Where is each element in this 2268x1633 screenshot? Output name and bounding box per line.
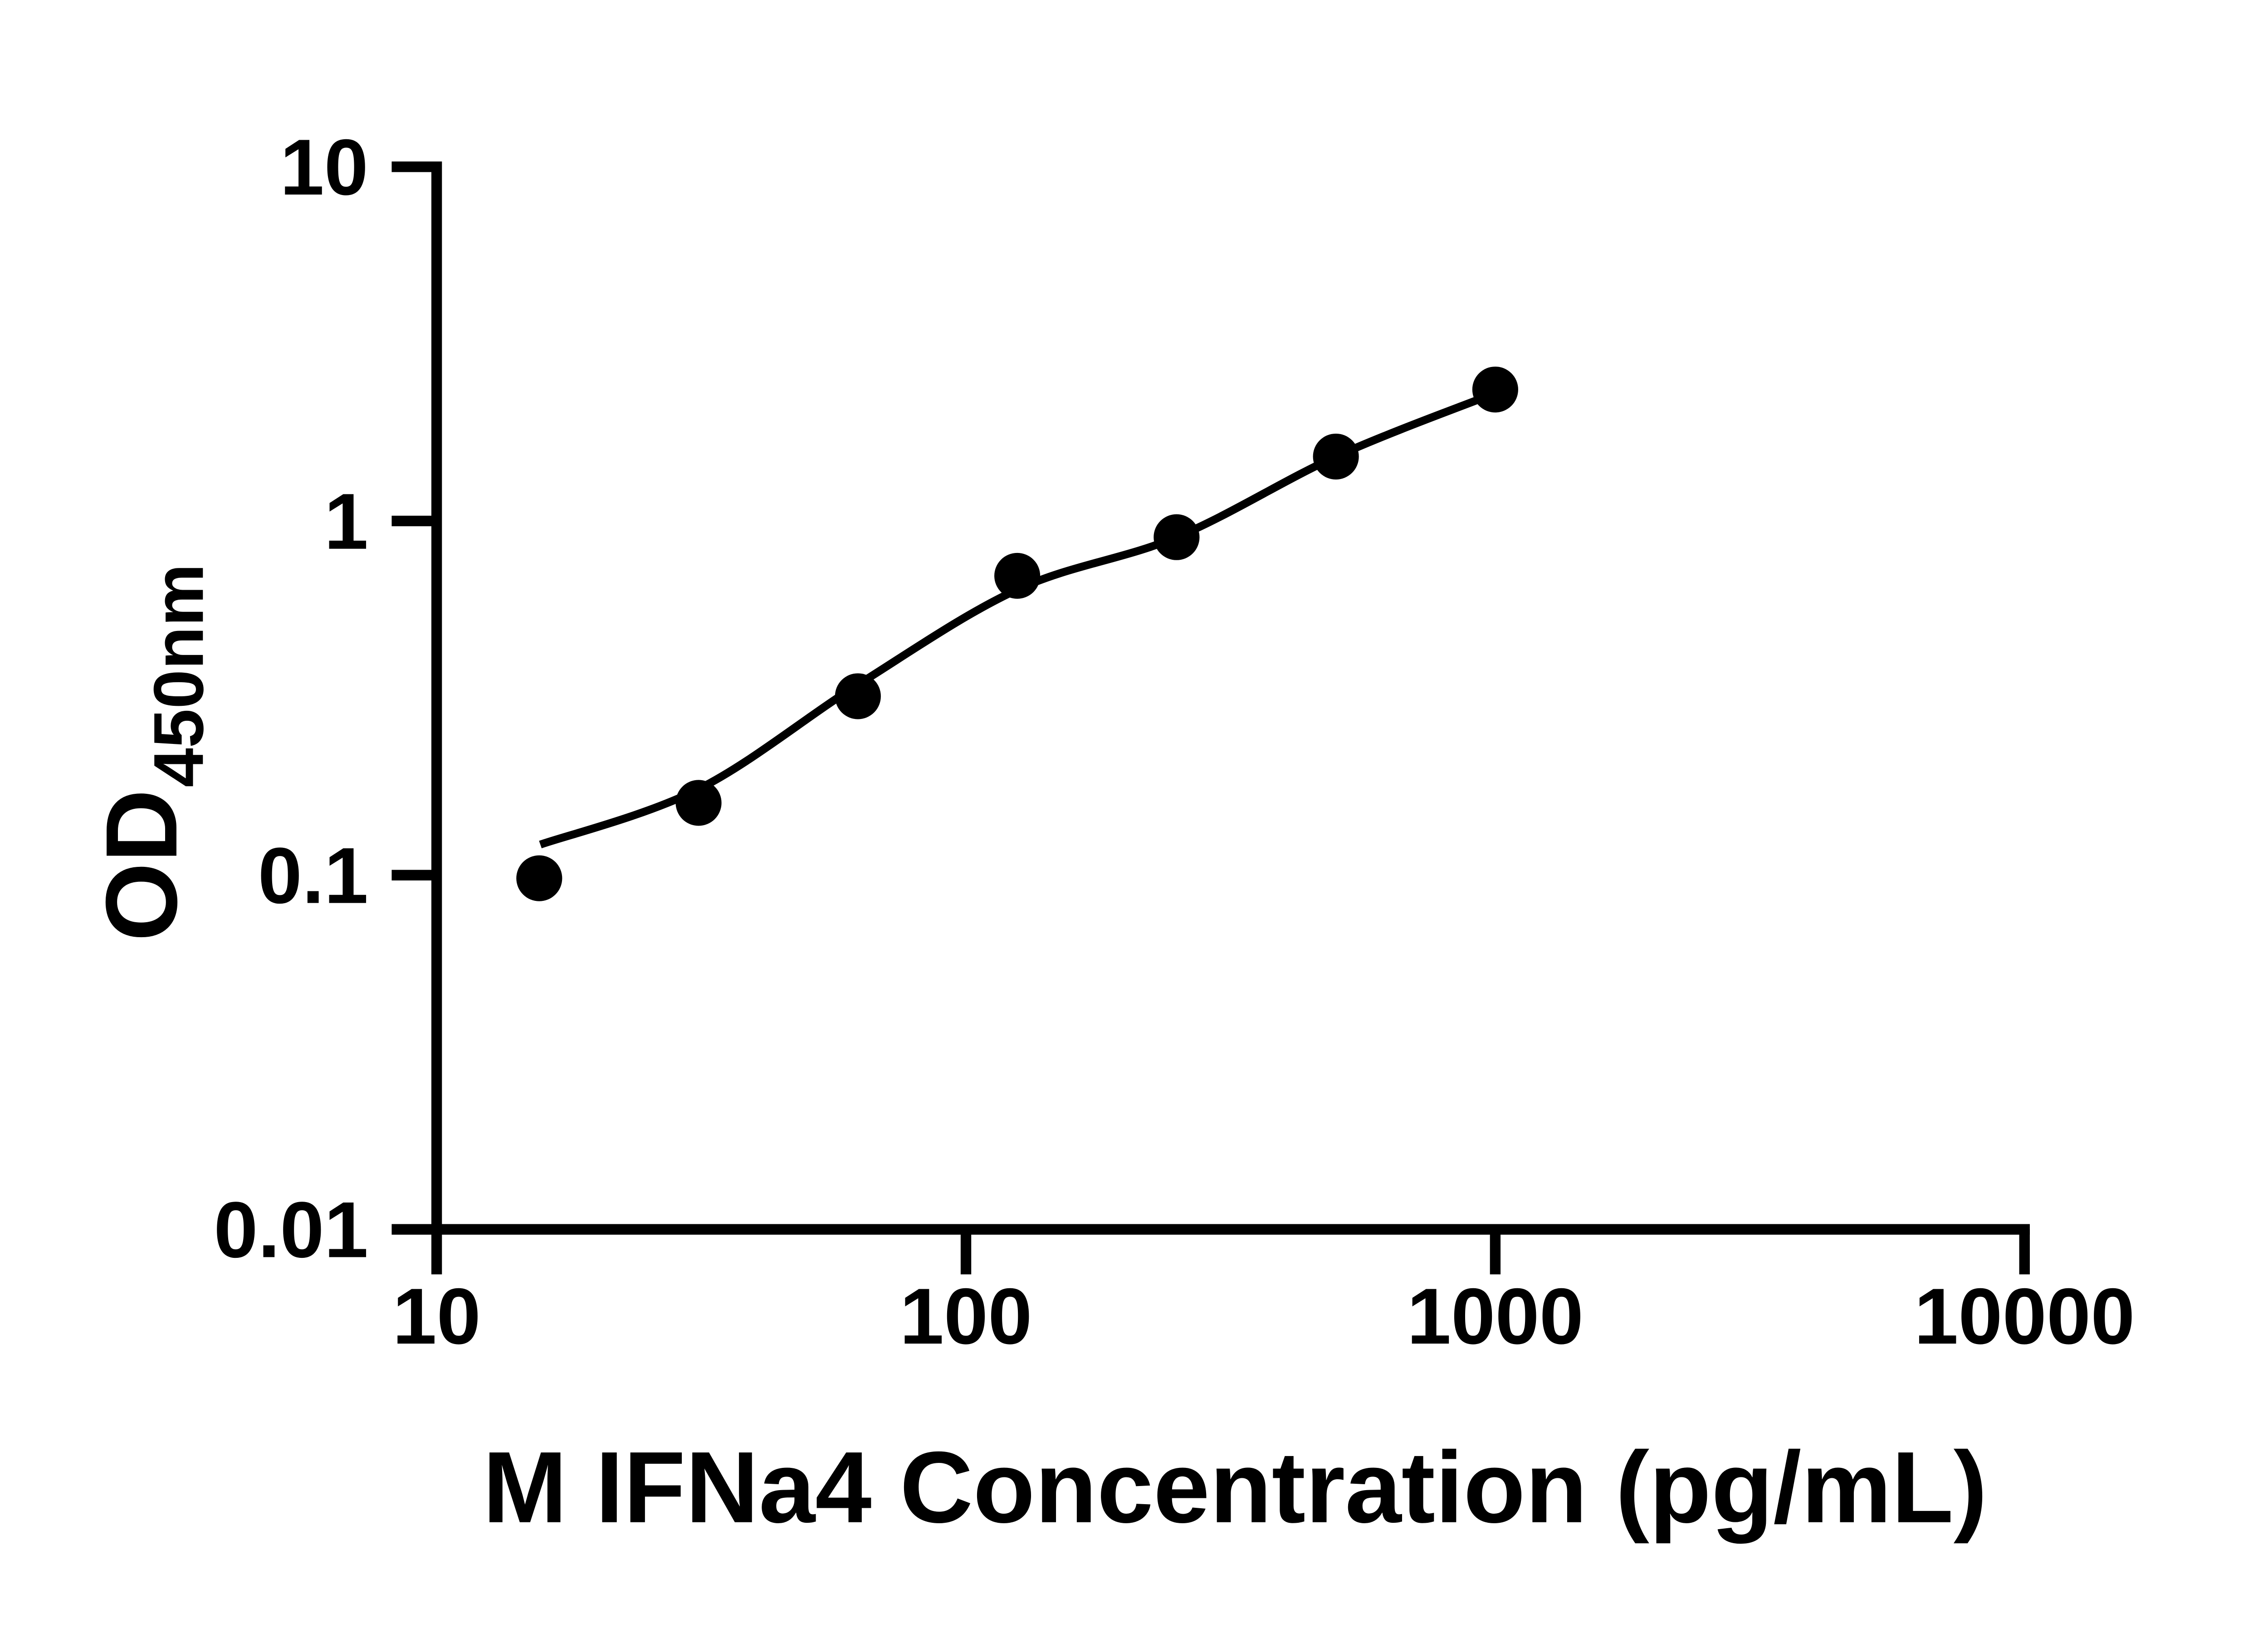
y-axis-title-main: OD	[85, 789, 198, 941]
data-point	[994, 552, 1041, 599]
data-point	[516, 855, 562, 901]
data-point	[1313, 433, 1359, 480]
x-axis-title: M IFNa4 Concentration (pg/mL)	[483, 1431, 1987, 1544]
y-tick-label: 0.01	[214, 1186, 368, 1274]
x-tick-label: 10	[392, 1272, 481, 1361]
data-point	[835, 673, 881, 719]
y-tick-label: 10	[280, 123, 368, 212]
data-point	[675, 780, 722, 826]
data-point-layer	[516, 367, 1518, 901]
y-axis-title: OD 450nm	[85, 564, 218, 942]
data-point	[1472, 367, 1518, 413]
tick-layer	[391, 161, 2030, 1275]
x-tick-label: 100	[900, 1272, 1032, 1361]
tick-label-layer: 10 100 1000 10000 10 1 0.1 0.01	[214, 123, 2135, 1361]
y-tick-label: 0.1	[258, 832, 368, 920]
x-tick-label: 1000	[1407, 1272, 1584, 1361]
x-tick-label: 10000	[1914, 1272, 2135, 1361]
axis-layer	[431, 161, 2030, 1235]
data-point	[1154, 514, 1200, 560]
y-tick-label: 1	[324, 478, 368, 566]
y-axis-title-subscript: 450nm	[139, 564, 218, 787]
